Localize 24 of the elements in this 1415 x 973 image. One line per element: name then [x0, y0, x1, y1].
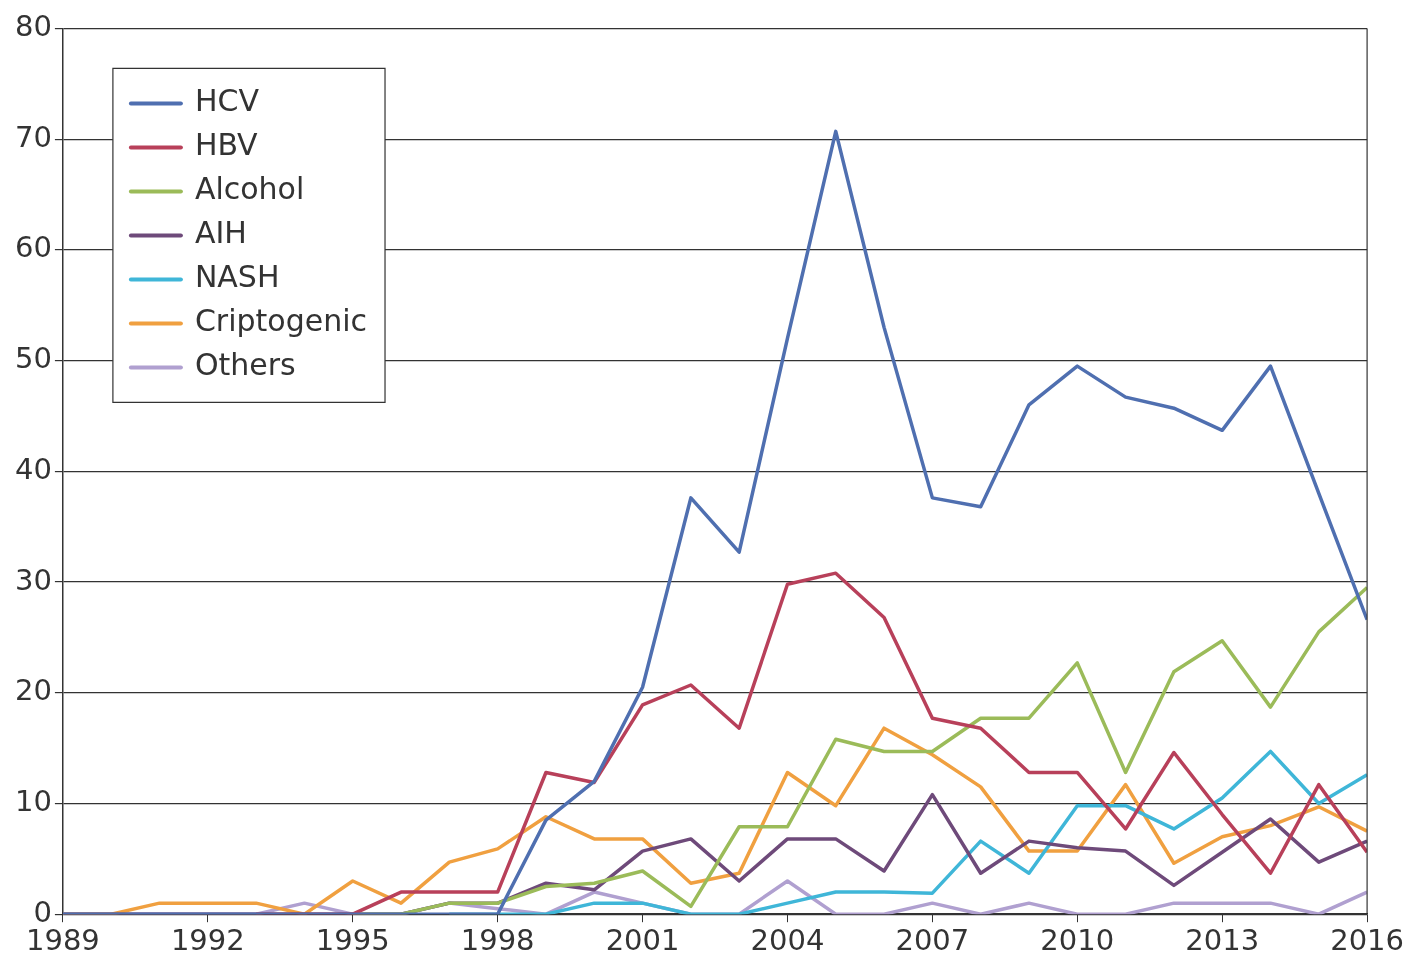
- x-tick-label: 1998: [460, 923, 535, 958]
- x-tick-label: 2001: [605, 923, 680, 958]
- y-tick-label: 60: [15, 230, 52, 265]
- legend-label: Others: [194, 347, 296, 383]
- legend-label: HBV: [194, 127, 259, 163]
- x-tick-label: 2004: [750, 923, 825, 958]
- y-tick-label: 50: [15, 341, 52, 376]
- x-tick-label: 2007: [895, 923, 970, 958]
- y-tick-label: 80: [15, 8, 52, 43]
- x-tick-label: 2010: [1040, 923, 1115, 958]
- y-tick-label: 70: [15, 119, 52, 154]
- x-tick-label: 1995: [315, 923, 390, 958]
- legend-label: Criptogenic: [194, 303, 368, 339]
- legend-label: Alcohol: [194, 171, 305, 207]
- x-tick-label: 2013: [1185, 923, 1260, 958]
- y-tick-label: 20: [15, 673, 52, 708]
- y-tick-label: 30: [15, 562, 52, 597]
- legend-label: HCV: [194, 83, 260, 119]
- x-tick-label: 1992: [170, 923, 245, 958]
- y-tick-label: 40: [15, 451, 52, 486]
- y-tick-label: 10: [15, 784, 52, 819]
- legend-label: NASH: [194, 259, 280, 295]
- x-tick-label: 2016: [1330, 923, 1404, 958]
- legend-label: AIH: [194, 215, 247, 251]
